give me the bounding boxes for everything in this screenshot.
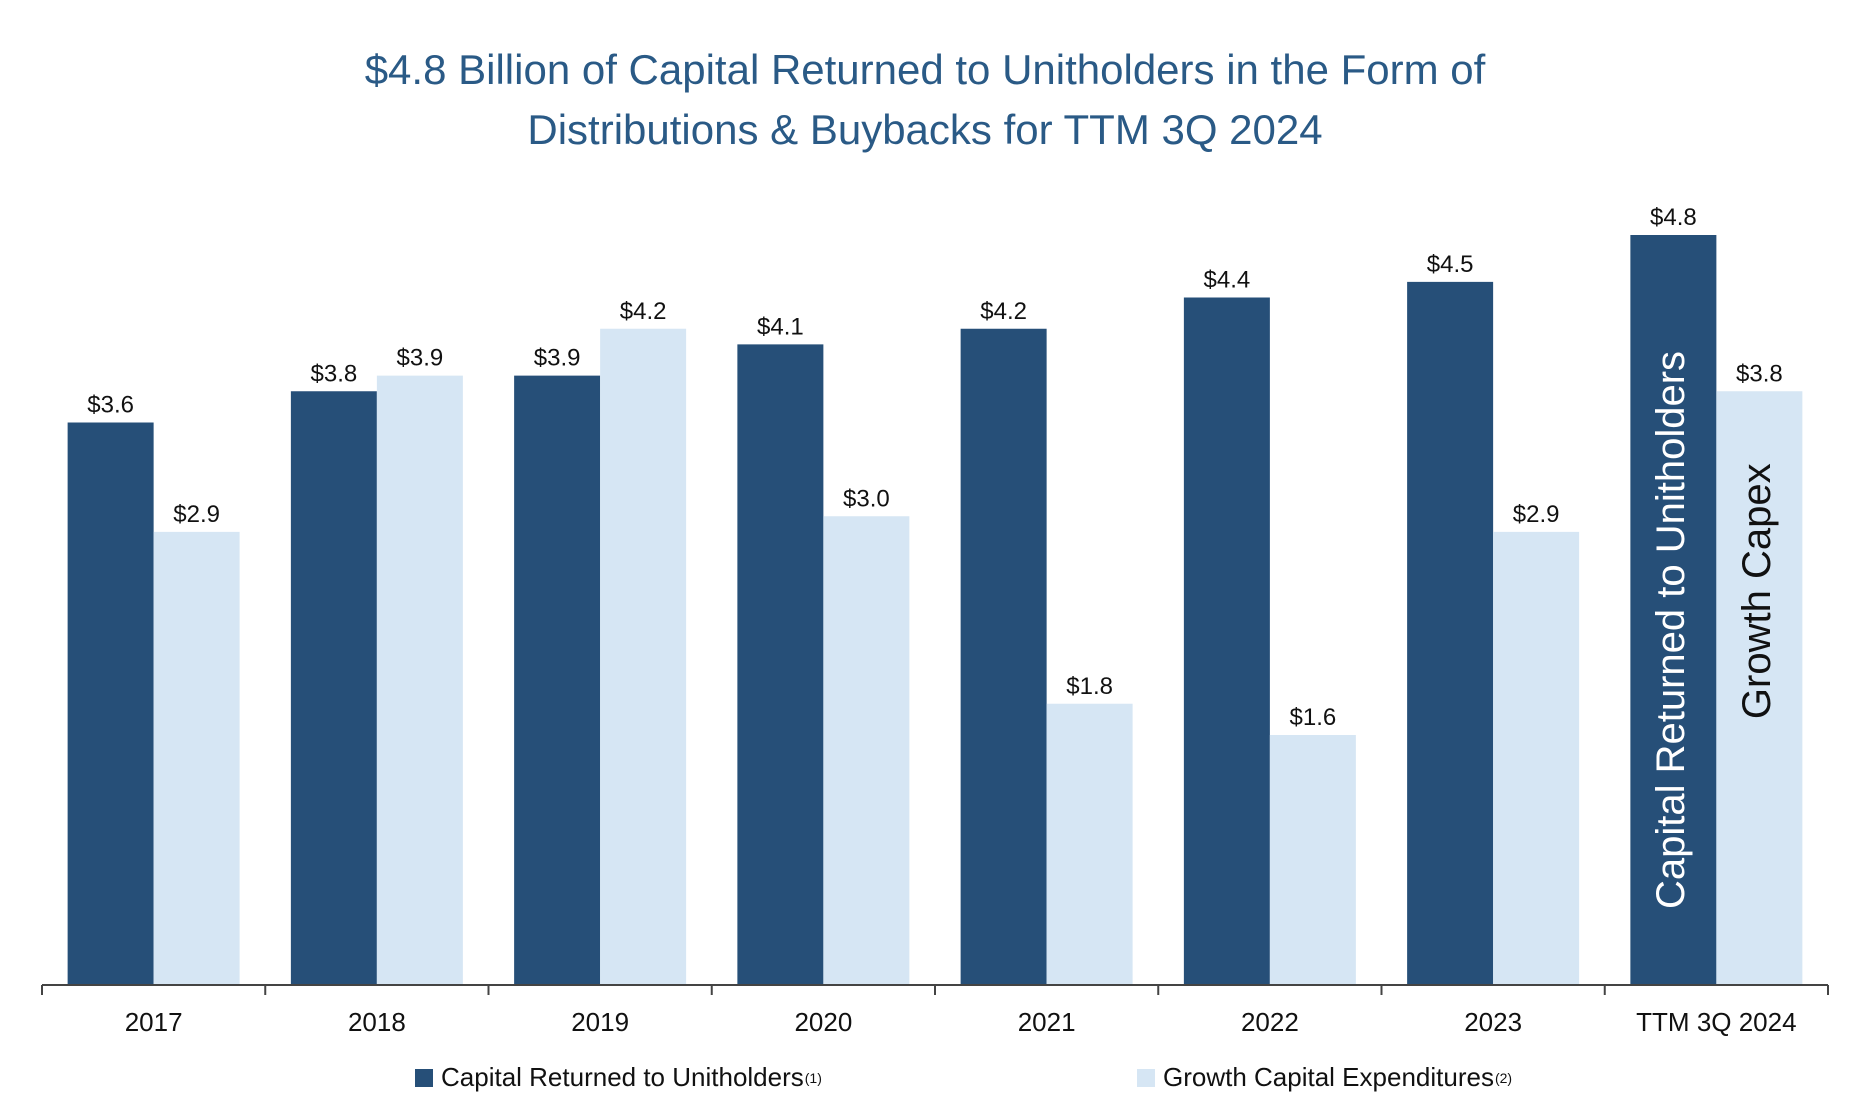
data-label-growth-ttm-3q-2024: $3.8: [1736, 360, 1783, 387]
bar-growth-2019: [600, 328, 687, 985]
data-label-growth-2020: $3.0: [843, 485, 890, 512]
annotation-growth-capex: Growth Capex: [1735, 463, 1779, 719]
bar-capital-2022: [1183, 297, 1270, 985]
data-label-growth-2021: $1.8: [1066, 673, 1113, 700]
data-label-capital-ttm-3q-2024: $4.8: [1650, 204, 1697, 231]
x-tick-label-2019: 2019: [571, 1007, 629, 1037]
bar-capital-2018: [290, 391, 377, 985]
x-tick-label-2021: 2021: [1018, 1007, 1076, 1037]
legend-swatch-capital: [415, 1068, 433, 1087]
bar-growth-2022: [1269, 735, 1356, 985]
data-label-growth-2019: $4.2: [620, 298, 667, 325]
data-label-growth-2017: $2.9: [173, 501, 220, 528]
chart-title: $4.8 Billion of Capital Returned to Unit…: [0, 40, 1850, 160]
data-label-growth-2022: $1.6: [1290, 704, 1337, 731]
data-label-growth-2023: $2.9: [1513, 501, 1560, 528]
x-tick-label-2020: 2020: [794, 1007, 852, 1037]
legend-label-capital: Capital Returned to Unitholders: [441, 1062, 804, 1092]
legend-item-capital: Capital Returned to Unitholders (1): [415, 1062, 822, 1093]
bar-growth-2020: [823, 516, 910, 985]
bar-chart: $3.6 $2.9 2017 $3.8 $3.9 2018 $3.9 $4.2 2019 $4.1…: [41, 204, 1829, 1037]
chart-title-line-1: $4.8 Billion of Capital Returned to Unit…: [364, 46, 1486, 93]
legend-swatch-growth: [1137, 1068, 1155, 1087]
legend-note-growth: (2): [1494, 1069, 1513, 1086]
bar-growth-2021: [1046, 703, 1133, 985]
legend-label-growth: Growth Capital Expenditures: [1163, 1062, 1494, 1092]
data-label-capital-2023: $4.5: [1427, 251, 1474, 278]
x-tick-label-2022: 2022: [1241, 1007, 1299, 1037]
data-label-capital-2019: $3.9: [534, 345, 581, 372]
chart-legend: Capital Returned to Unitholders (1) Grow…: [0, 1062, 1850, 1102]
bar-growth-2023: [1493, 531, 1580, 985]
bar-growth-ttm-3q-2024: [1716, 391, 1803, 985]
data-label-growth-2018: $3.9: [397, 345, 444, 372]
bar-capital-2019: [514, 375, 601, 985]
x-tick-label-2017: 2017: [125, 1007, 183, 1037]
data-label-capital-2017: $3.6: [87, 392, 134, 419]
annotation-capital-returned: Capital Returned to Unitholders: [1649, 351, 1693, 909]
data-label-capital-2021: $4.2: [980, 298, 1027, 325]
bar-capital-ttm-3q-2024: [1630, 235, 1717, 985]
data-label-capital-2018: $3.8: [311, 360, 358, 387]
legend-item-growth: Growth Capital Expenditures (2): [1137, 1062, 1512, 1093]
bar-capital-2020: [737, 344, 824, 985]
bar-growth-2017: [153, 531, 240, 985]
data-label-capital-2020: $4.1: [757, 313, 804, 340]
legend-note-capital: (1): [804, 1069, 822, 1086]
chart-title-line-2: Distributions & Buybacks for TTM 3Q 2024: [527, 106, 1323, 153]
bar-capital-2023: [1407, 281, 1494, 985]
bar-growth-2018: [376, 375, 463, 985]
x-tick-label-2023: 2023: [1464, 1007, 1522, 1037]
x-tick-label-ttm-3q-2024: TTM 3Q 2024: [1636, 1007, 1796, 1037]
x-tick-label-2018: 2018: [348, 1007, 406, 1037]
data-label-capital-2022: $4.4: [1204, 267, 1251, 294]
bar-capital-2017: [67, 422, 154, 985]
bar-capital-2021: [960, 328, 1047, 985]
